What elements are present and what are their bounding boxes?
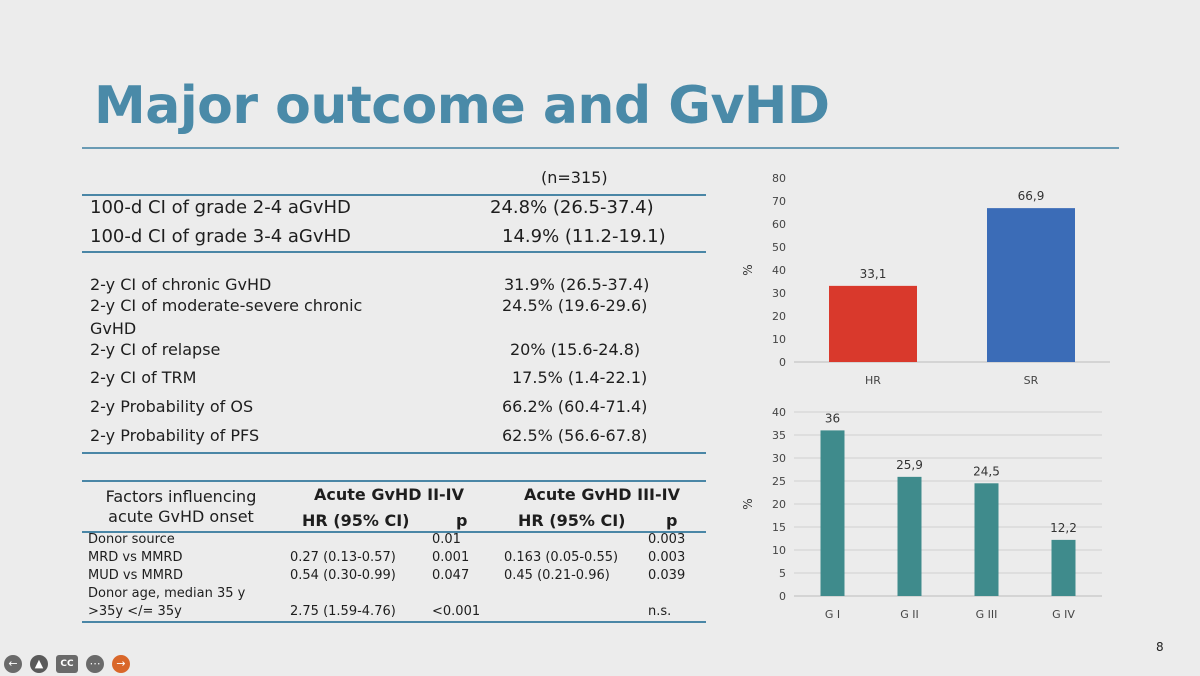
table-rule-mid [82, 251, 706, 253]
y-tick-label: 0 [779, 590, 786, 603]
outcome-value: 17.5% (1.4-22.1) [512, 368, 648, 387]
more-icon[interactable]: ⋯ [86, 655, 104, 673]
outcome-value: 31.9% (26.5-37.4) [504, 275, 650, 294]
y-tick-label: 20 [772, 498, 786, 511]
x-tick-label: G I [825, 608, 840, 621]
data-label: 33,1 [860, 267, 887, 281]
hr-header: HR (95% CI) [518, 511, 626, 530]
y-tick-label: 5 [779, 567, 786, 580]
factor-label: Donor source [88, 532, 175, 547]
data-label: 24,5 [973, 464, 1000, 478]
x-tick-label: SR [1024, 374, 1039, 387]
pointer-icon[interactable]: ▲ [30, 655, 48, 673]
y-tick-label: 10 [772, 333, 786, 346]
data-label: 36 [825, 411, 840, 425]
risk-group-bar-chart: % 0 10 20 30 40 50 60 70 80 33,1 HR 66,9 SR [741, 172, 1110, 387]
y-tick-label: 10 [772, 544, 786, 557]
n-header: (n=315) [541, 168, 608, 187]
outcome-value: 24.5% (19.6-29.6) [502, 296, 648, 315]
factors-header: Factors influencing [105, 487, 257, 506]
y-tick-label: 20 [772, 310, 786, 323]
bar [820, 430, 845, 596]
page-number: 8 [1156, 640, 1164, 654]
outcome-value: 20% (15.6-24.8) [510, 340, 641, 359]
outcome-label-cont: GvHD [90, 319, 137, 338]
factor-label: >35y </= 35y [88, 604, 182, 619]
bar [829, 285, 917, 362]
outcome-label: 100-d CI of grade 3-4 aGvHD [90, 226, 351, 247]
factor-hr: 0.54 (0.30-0.99) [290, 568, 396, 583]
table-rule-top [82, 194, 706, 196]
y-axis-label: % [741, 498, 755, 509]
factor-p: 0.039 [648, 568, 686, 583]
y-tick-label: 50 [772, 241, 786, 254]
data-label: 12,2 [1050, 521, 1077, 535]
hr-header: HR (95% CI) [302, 511, 410, 530]
factor-label: Donor age, median 35 y [88, 586, 246, 601]
outcome-label: 2-y Probability of OS [90, 397, 254, 416]
factor-hr: 0.45 (0.21-0.96) [504, 568, 610, 583]
y-tick-label: 40 [772, 264, 786, 277]
factor-p: 0.047 [432, 568, 470, 583]
page-title: Major outcome and GvHD [94, 76, 830, 136]
outcome-label: 2-y CI of TRM [90, 368, 197, 387]
outcome-label: 2-y Probability of PFS [90, 426, 260, 445]
group-header: Acute GvHD II-IV [314, 485, 465, 504]
group-header: Acute GvHD III-IV [524, 485, 680, 504]
factor-p: 0.01 [432, 532, 461, 547]
factor-hr: 0.163 (0.05-0.55) [504, 550, 619, 565]
cc-icon[interactable]: CC [56, 655, 78, 673]
outcome-label: 100-d CI of grade 2-4 aGvHD [90, 197, 351, 218]
y-tick-label: 40 [772, 406, 786, 419]
outcome-label: 2-y CI of moderate-severe chronic [90, 296, 363, 315]
factor-p: 0.003 [648, 550, 686, 565]
arrow-left-icon[interactable]: ← [4, 655, 22, 673]
factors-rule-top [82, 480, 706, 482]
x-tick-label: G II [900, 608, 919, 621]
x-tick-label: G IV [1052, 608, 1075, 621]
factor-hr: 0.27 (0.13-0.57) [290, 550, 396, 565]
y-tick-label: 80 [772, 172, 786, 185]
y-axis-label: % [741, 264, 755, 275]
y-tick-label: 30 [772, 287, 786, 300]
y-tick-label: 0 [779, 356, 786, 369]
factor-label: MUD vs MMRD [88, 568, 183, 583]
outcome-label: 2-y CI of chronic GvHD [90, 275, 272, 294]
outcome-value: 62.5% (56.6-67.8) [502, 426, 648, 445]
factor-p: 0.001 [432, 550, 470, 565]
outcome-value: 14.9% (11.2-19.1) [502, 226, 666, 247]
p-header: p [666, 511, 678, 530]
y-tick-label: 25 [772, 475, 786, 488]
bar [897, 476, 922, 596]
factors-header: acute GvHD onset [108, 507, 254, 526]
factors-rule-header [82, 531, 706, 533]
bar [974, 483, 999, 596]
y-tick-label: 30 [772, 452, 786, 465]
factor-p: 0.003 [648, 532, 686, 547]
data-label: 25,9 [896, 458, 923, 472]
table-rule-bottom [82, 452, 706, 454]
factor-hr: 2.75 (1.59-4.76) [290, 604, 396, 619]
y-tick-label: 15 [772, 521, 786, 534]
factor-p: n.s. [648, 604, 672, 619]
bar [987, 208, 1075, 362]
p-header: p [456, 511, 468, 530]
arrow-right-icon[interactable]: → [112, 655, 130, 673]
y-tick-label: 70 [772, 195, 786, 208]
y-tick-label: 35 [772, 429, 786, 442]
outcome-label: 2-y CI of relapse [90, 340, 221, 359]
x-tick-label: G III [976, 608, 998, 621]
grade-bar-chart: % 0 5 10 15 20 25 30 35 40 36 G I 25,9 G II 24,5 G III 1… [741, 406, 1102, 621]
outcome-value: 24.8% (26.5-37.4) [490, 197, 654, 218]
y-tick-label: 60 [772, 218, 786, 231]
title-divider [82, 147, 1119, 149]
factors-rule-bottom [82, 621, 706, 623]
factor-label: MRD vs MMRD [88, 550, 183, 565]
bar [1051, 539, 1076, 596]
outcome-value: 66.2% (60.4-71.4) [502, 397, 648, 416]
x-tick-label: HR [865, 374, 881, 387]
data-label: 66,9 [1018, 189, 1045, 203]
factor-p: <0.001 [432, 604, 481, 619]
